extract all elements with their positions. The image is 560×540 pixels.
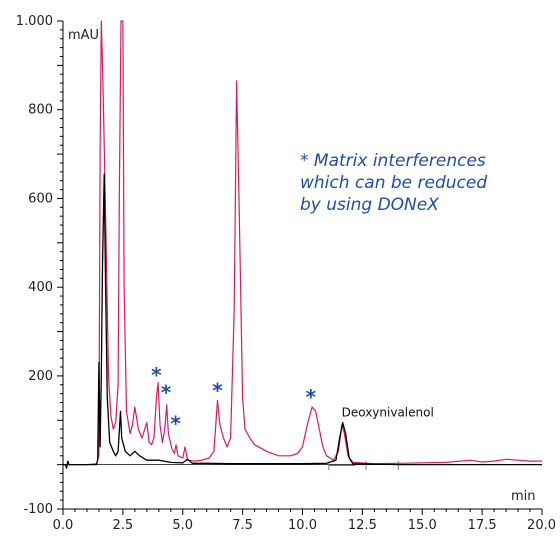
marker-layer: **** *Deoxynivalenol bbox=[151, 363, 434, 436]
note-line-1: * Matrix interferences bbox=[300, 151, 486, 171]
x-tick-label: 7.5 bbox=[232, 518, 253, 533]
y-tick-label: 400 bbox=[28, 280, 53, 295]
y-tick-label: -100 bbox=[23, 502, 53, 517]
x-tick-label: 5.0 bbox=[172, 518, 193, 533]
y-tick-label: 600 bbox=[28, 191, 53, 206]
note-line-2: which can be reduced bbox=[300, 173, 488, 193]
series-line-1 bbox=[63, 20, 542, 468]
matrix-interference-asterisk: * bbox=[170, 412, 181, 436]
y-tick-label: 200 bbox=[28, 369, 53, 384]
matrix-interference-asterisk: * bbox=[151, 363, 162, 387]
matrix-interference-asterisk: * bbox=[212, 378, 223, 402]
axes-layer: -100 200 400 600 800 1.000 0.0 2.5 5.0 7.5 10.0 12.… bbox=[16, 14, 556, 533]
y-tick-label: 800 bbox=[28, 103, 53, 118]
matrix-interference-asterisk: * bbox=[306, 385, 317, 409]
x-tick-label: 20.0 bbox=[527, 518, 556, 533]
x-tick-label: 17.5 bbox=[468, 518, 497, 533]
x-tick-label: 10.0 bbox=[288, 518, 317, 533]
x-tick-label: 0.0 bbox=[53, 518, 74, 533]
peak-label-deoxynivalenol: Deoxynivalenol bbox=[342, 405, 434, 419]
x-tick-label: 2.5 bbox=[113, 518, 134, 533]
series-layer bbox=[63, 20, 542, 470]
x-tick-label: 12.5 bbox=[348, 518, 377, 533]
series-line-2 bbox=[63, 173, 542, 469]
note-line-3: by using DONeX bbox=[300, 195, 439, 215]
matrix-interference-asterisk: * bbox=[161, 381, 172, 405]
y-tick-label: 1.000 bbox=[16, 14, 53, 29]
x-tick-label: 15.0 bbox=[408, 518, 437, 533]
x-axis-unit-label: min bbox=[511, 489, 536, 504]
matrix-interference-note: * Matrix interferences which can be redu… bbox=[300, 150, 540, 216]
y-axis-unit-label: mAU bbox=[68, 28, 99, 43]
